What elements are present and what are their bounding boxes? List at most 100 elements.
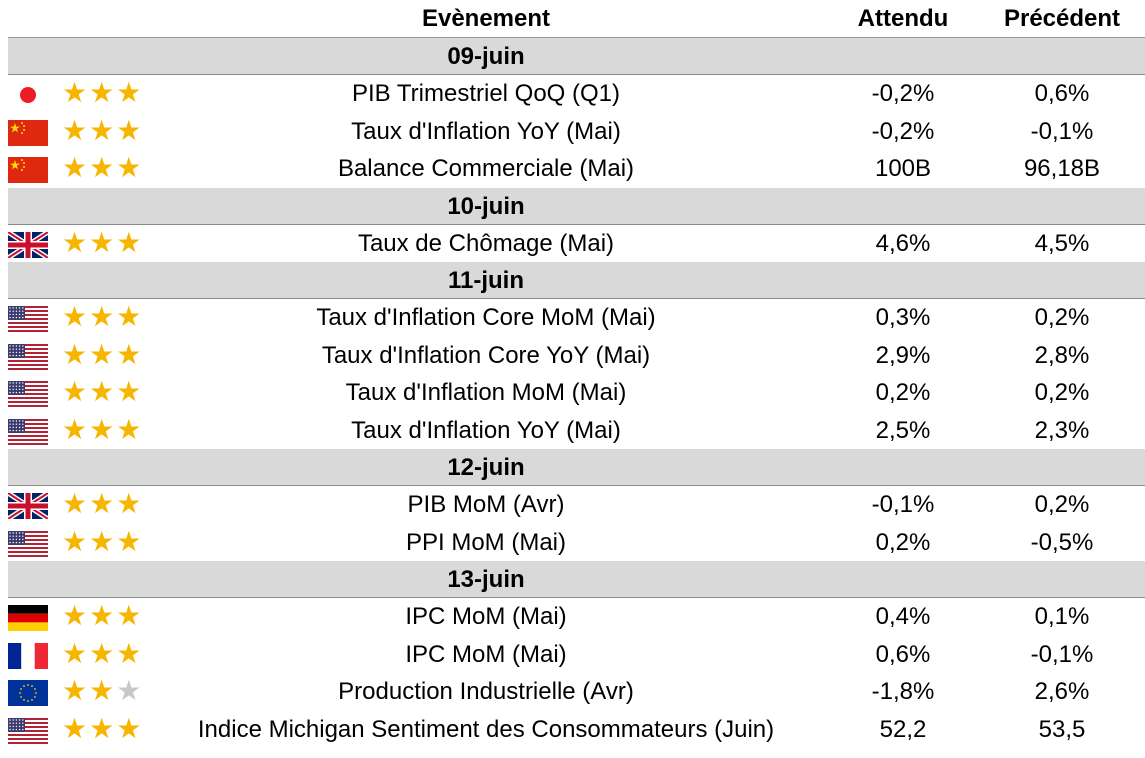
date-label: 13-juin (447, 566, 525, 593)
event-name: IPC MoM (Mai) (405, 603, 567, 630)
expected-value: 0,4% (875, 603, 931, 630)
previous-value: -0,1% (1030, 117, 1094, 145)
importance-stars: ★★★ (62, 676, 143, 706)
previous-value: 2,6% (1034, 678, 1090, 705)
star-filled-icon: ★ (62, 226, 90, 258)
expected-value: -0,1% (871, 491, 935, 518)
star-filled-icon: ★ (62, 637, 90, 669)
importance-stars: ★★★ (62, 377, 143, 407)
star-filled-icon: ★ (89, 525, 117, 557)
table-row: ★★★ IPC MoM (Mai) 0,4% 0,1% (0, 598, 1145, 636)
previous-value: 53,5 (1038, 715, 1086, 743)
previous-value: 4,5% (1034, 229, 1090, 257)
star-filled-icon: ★ (62, 301, 90, 332)
event-name: PIB MoM (Avr) (407, 491, 565, 518)
importance-stars: ★★★ (62, 525, 143, 557)
date-row: 12-juin (8, 449, 1145, 486)
star-filled-icon: ★ (62, 114, 90, 146)
importance-stars: ★★★ (62, 114, 143, 146)
star-filled-icon: ★ (89, 600, 117, 631)
event-name: Taux d'Inflation Core YoY (Mai) (321, 341, 651, 369)
us-flag-icon (8, 717, 48, 744)
table-row: ★★★ PPI MoM (Mai) 0,2% -0,5% (0, 524, 1145, 562)
star-filled-icon: ★ (89, 152, 117, 183)
table-row: ★★★ Indice Michigan Sentiment des Consomm… (0, 711, 1145, 749)
star-filled-icon: ★ (89, 376, 117, 407)
star-empty-icon: ★ (116, 675, 144, 706)
date-row: 10-juin (8, 187, 1145, 225)
previous-value: 2,3% (1034, 416, 1090, 444)
star-filled-icon: ★ (116, 376, 144, 407)
table-row: ★★★ Taux d'Inflation YoY (Mai) 2,5% 2,3% (0, 412, 1145, 450)
us-flag-icon (8, 530, 48, 557)
star-filled-icon: ★ (89, 226, 117, 258)
expected-value: -0,2% (871, 117, 935, 145)
table-row: ★★★ Taux de Chômage (Mai) 4,6% 4,5% (0, 225, 1145, 263)
star-filled-icon: ★ (116, 226, 144, 258)
importance-stars: ★★★ (62, 302, 143, 332)
star-filled-icon: ★ (116, 712, 144, 744)
expected-value: 2,9% (875, 341, 931, 369)
star-filled-icon: ★ (89, 488, 117, 519)
date-label: 12-juin (447, 454, 525, 481)
header-previous: Précédent (1003, 5, 1121, 32)
star-filled-icon: ★ (62, 376, 90, 407)
table-header: Evènement Attendu Précédent (8, 0, 1145, 38)
star-filled-icon: ★ (62, 338, 90, 370)
star-filled-icon: ★ (116, 488, 144, 519)
star-filled-icon: ★ (62, 600, 90, 631)
expected-value: -0,2% (871, 80, 935, 107)
event-name: Taux de Chômage (Mai) (357, 229, 615, 257)
table-row: ★★★ PIB MoM (Avr) -0,1% 0,2% (0, 486, 1145, 524)
star-filled-icon: ★ (89, 413, 117, 445)
importance-stars: ★★★ (62, 338, 144, 370)
event-name: Balance Commerciale (Mai) (337, 155, 635, 182)
table-row: ★★★ Taux d'Inflation Core YoY (Mai) 2,9% 2,… (0, 337, 1145, 375)
expected-value: 100B (874, 155, 932, 182)
importance-stars: ★★★ (62, 153, 143, 183)
expected-value: 0,2% (875, 379, 931, 406)
event-name: IPC MoM (Mai) (405, 640, 567, 668)
star-filled-icon: ★ (116, 413, 144, 445)
france-flag-icon (8, 642, 48, 669)
china-flag-icon (8, 157, 48, 183)
uk-flag-icon (8, 493, 48, 519)
germany-flag-icon (8, 605, 48, 631)
event-name: PIB Trimestriel QoQ (Q1) (351, 80, 621, 107)
date-label: 09-juin (447, 43, 525, 70)
star-filled-icon: ★ (116, 152, 144, 183)
importance-stars: ★★★ (62, 601, 143, 631)
star-filled-icon: ★ (116, 600, 144, 631)
previous-value: 2,8% (1034, 341, 1090, 369)
event-name: Taux d'Inflation Core MoM (Mai) (316, 304, 656, 331)
table-row: ★★★ Taux d'Inflation Core MoM (Mai) 0,3% 0,… (0, 299, 1145, 337)
table-row: ★★★ Balance Commerciale (Mai) 100B 96,18B (0, 150, 1145, 188)
star-filled-icon: ★ (116, 338, 144, 370)
star-filled-icon: ★ (62, 675, 90, 706)
us-flag-icon (8, 381, 48, 407)
event-name: Production Industrielle (Avr) (338, 678, 634, 705)
previous-value: 0,1% (1034, 603, 1090, 630)
date-row: 11-juin (8, 262, 1145, 299)
header-expected: Attendu (857, 5, 949, 32)
star-filled-icon: ★ (116, 301, 144, 332)
importance-stars: ★★★ (62, 226, 144, 258)
star-filled-icon: ★ (62, 152, 90, 183)
table-row: ★★★ PIB Trimestriel QoQ (Q1) -0,2% 0,6% (0, 75, 1145, 113)
star-filled-icon: ★ (62, 77, 90, 108)
date-row: 09-juin (8, 38, 1145, 75)
star-filled-icon: ★ (116, 77, 144, 108)
star-filled-icon: ★ (89, 338, 117, 370)
us-flag-icon (8, 343, 48, 370)
star-filled-icon: ★ (62, 712, 90, 744)
japan-flag-icon (8, 82, 48, 108)
uk-flag-icon (8, 231, 48, 258)
previous-value: 0,2% (1034, 304, 1090, 331)
star-filled-icon: ★ (89, 637, 117, 669)
star-filled-icon: ★ (89, 301, 117, 332)
star-filled-icon: ★ (89, 675, 117, 706)
event-name: Taux d'Inflation YoY (Mai) (351, 416, 621, 444)
table-row: ★★★ IPC MoM (Mai) 0,6% -0,1% (0, 636, 1145, 674)
event-name: Taux d'Inflation YoY (Mai) (351, 117, 621, 145)
